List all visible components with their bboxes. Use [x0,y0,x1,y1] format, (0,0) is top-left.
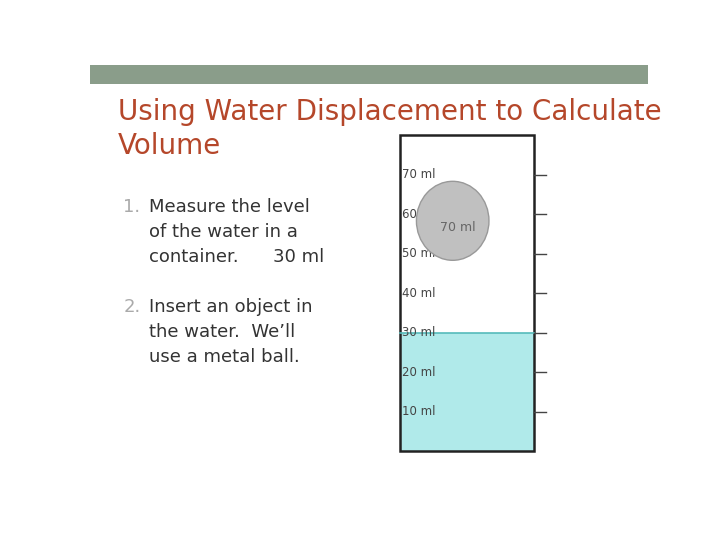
Bar [400,333,534,451]
Text: 70 ml: 70 ml [441,220,476,233]
Text: 60 ml: 60 ml [402,208,436,221]
Text: 1.: 1. [124,198,140,216]
Text: Insert an object in
the water.  We’ll
use a metal ball.: Insert an object in the water. We’ll use… [148,298,312,366]
Bar [400,136,534,451]
Bar [90,65,648,84]
Text: 20 ml: 20 ml [402,366,436,379]
Text: Using Water Displacement to Calculate
Volume: Using Water Displacement to Calculate Vo… [118,98,662,159]
Text: 70 ml: 70 ml [402,168,436,181]
Text: Measure the level
of the water in a
container.      30 ml: Measure the level of the water in a cont… [148,198,324,266]
Text: 10 ml: 10 ml [402,406,436,419]
Text: 30 ml: 30 ml [402,327,436,340]
Text: 50 ml: 50 ml [402,247,436,260]
Text: 40 ml: 40 ml [402,287,436,300]
Ellipse shape [416,181,489,260]
Text: 2.: 2. [124,298,140,316]
